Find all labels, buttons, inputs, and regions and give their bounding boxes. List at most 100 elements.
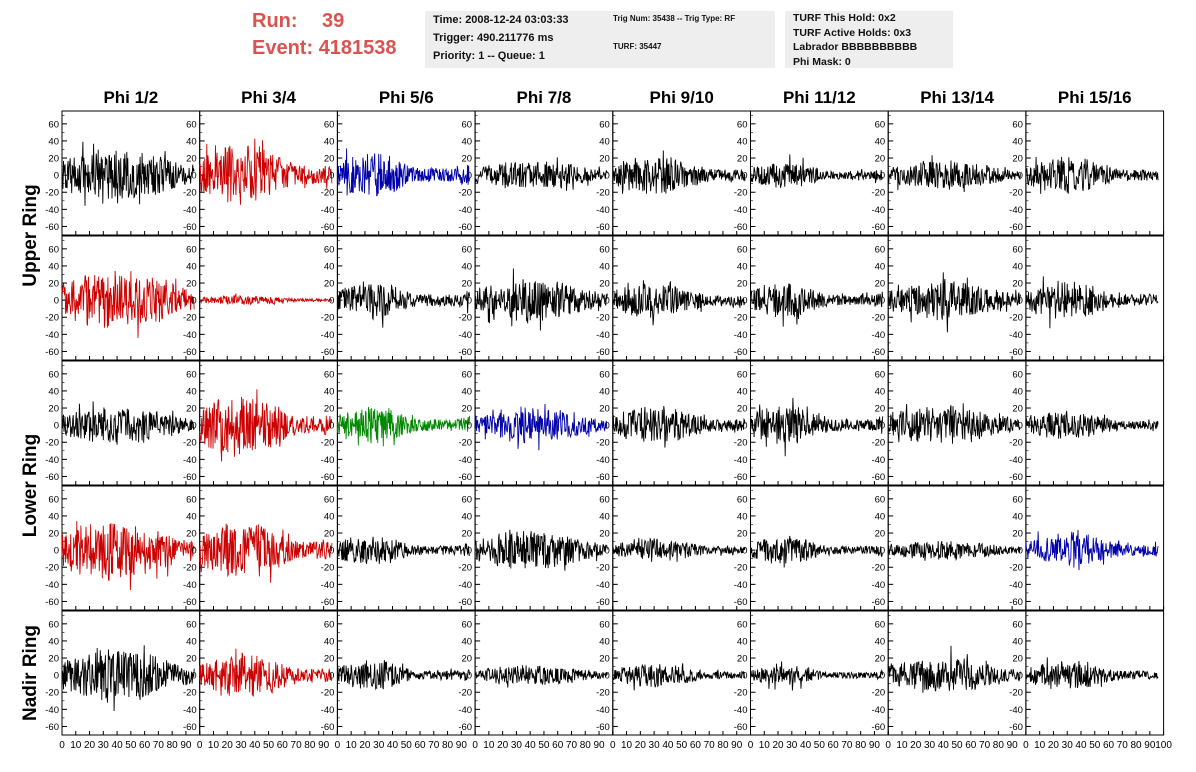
y-tick-label: -20: [734, 188, 748, 199]
phi-column-label: Phi 15/16: [1058, 88, 1132, 107]
x-tick-label: 60: [690, 740, 702, 751]
y-tick-label: 0: [54, 171, 59, 182]
y-tick-label: -20: [321, 188, 335, 199]
y-tick-label: 40: [48, 261, 59, 272]
y-tick-label: 40: [324, 261, 335, 272]
y-tick-label: 40: [737, 136, 748, 147]
ring-label: Lower Ring: [20, 434, 41, 537]
waveform-trace: [336, 659, 471, 691]
y-tick-label: -60: [183, 722, 197, 733]
y-tick-label: -20: [1009, 438, 1023, 449]
turf-active-holds-text: TURF Active Holds: 0x3: [793, 26, 912, 39]
y-tick-label: -60: [871, 347, 885, 358]
y-tick-label: 20: [599, 154, 610, 165]
y-tick-label: 0: [467, 296, 472, 307]
y-tick-label: -60: [871, 722, 885, 733]
x-tick-label: 20: [910, 740, 922, 751]
waveform-trace: [887, 272, 1021, 333]
x-tick-label: 20: [222, 740, 234, 751]
y-tick-label: -20: [183, 313, 197, 324]
y-tick-label: 20: [737, 404, 748, 415]
x-tick-label: 60: [277, 740, 289, 751]
phi-column-label: Phi 3/4: [241, 88, 296, 107]
y-tick-label: 0: [605, 421, 610, 432]
waveform-trace: [474, 665, 608, 688]
x-tick-label: 90: [1144, 740, 1156, 751]
y-tick-label: 60: [462, 619, 473, 630]
time-text: Time: 2008-12-24 03:03:33: [433, 14, 569, 26]
y-tick-label: -40: [183, 705, 197, 716]
waveform-trace: [750, 397, 884, 457]
y-tick-label: -40: [183, 205, 197, 216]
y-tick-label: -40: [1009, 330, 1023, 341]
y-tick-label: 40: [462, 636, 473, 647]
y-tick-label: 20: [462, 654, 473, 665]
y-tick-label: 60: [875, 494, 886, 505]
x-tick-label: 30: [98, 740, 110, 751]
y-tick-label: 20: [324, 279, 335, 290]
y-tick-label: 40: [462, 261, 473, 272]
y-tick-label: 60: [875, 619, 886, 630]
waveform-trace: [750, 283, 884, 327]
y-tick-label: -20: [1009, 688, 1023, 699]
y-tick-label: -20: [871, 313, 885, 324]
y-tick-label: -40: [321, 205, 335, 216]
y-tick-label: 0: [1018, 546, 1023, 557]
event-label: Event:: [252, 37, 314, 59]
y-tick-label: -60: [734, 222, 748, 233]
y-tick-label: 0: [191, 421, 196, 432]
y-tick-label: 60: [324, 619, 335, 630]
x-tick-label: 10: [208, 740, 220, 751]
waveform-trace: [750, 661, 884, 691]
y-tick-label: 60: [186, 619, 197, 630]
y-tick-label: -20: [45, 188, 59, 199]
y-tick-label: -60: [458, 472, 472, 483]
x-tick-label: 50: [538, 740, 550, 751]
x-tick-label: 40: [662, 740, 674, 751]
y-tick-label: -60: [183, 347, 197, 358]
y-tick-label: -20: [45, 688, 59, 699]
x-tick-label: 50: [401, 740, 413, 751]
waveform-trace: [612, 537, 746, 562]
y-tick-label: 0: [329, 296, 334, 307]
y-tick-label: -60: [45, 472, 59, 483]
y-tick-label: 0: [54, 671, 59, 682]
waveform-trace: [1025, 529, 1159, 571]
y-tick-label: -20: [596, 313, 610, 324]
labrador-text: Labrador BBBBBBBBBB: [793, 41, 918, 53]
x-tick-label: 0: [197, 740, 203, 751]
y-tick-label: 60: [1012, 619, 1023, 630]
y-tick-label: -60: [871, 597, 885, 608]
phi-column-label: Phi 11/12: [783, 88, 856, 107]
y-tick-label: -40: [321, 455, 335, 466]
x-tick-label: 60: [552, 740, 564, 751]
y-tick-label: -20: [596, 188, 610, 199]
y-tick-label: -20: [321, 563, 335, 574]
x-tick-label: 80: [580, 740, 592, 751]
x-tick-label: 50: [1089, 740, 1101, 751]
y-tick-label: -40: [458, 330, 472, 341]
y-tick-label: -20: [321, 313, 335, 324]
waveform-trace: [612, 150, 746, 194]
y-tick-label: 20: [737, 154, 748, 165]
x-tick-label: 100: [1155, 740, 1172, 751]
y-tick-label: -40: [871, 455, 885, 466]
y-tick-label: 20: [186, 279, 197, 290]
y-tick-label: -60: [458, 597, 472, 608]
x-tick-label: 0: [1023, 740, 1029, 751]
y-tick-label: 0: [742, 421, 747, 432]
y-tick-label: -40: [321, 580, 335, 591]
x-tick-label: 20: [1048, 740, 1060, 751]
waveform-trace: [887, 541, 1021, 562]
waveform-trace: [61, 401, 195, 445]
y-tick-label: -20: [458, 438, 472, 449]
waveform-trace: [612, 405, 746, 448]
y-tick-label: 60: [186, 244, 197, 255]
y-tick-label: -40: [871, 705, 885, 716]
y-tick-label: -60: [321, 722, 335, 733]
y-tick-label: 20: [462, 154, 473, 165]
x-tick-label: 50: [263, 740, 275, 751]
phi-column-label: Phi 7/8: [517, 88, 572, 107]
y-tick-label: -60: [596, 722, 610, 733]
y-tick-label: -60: [734, 722, 748, 733]
